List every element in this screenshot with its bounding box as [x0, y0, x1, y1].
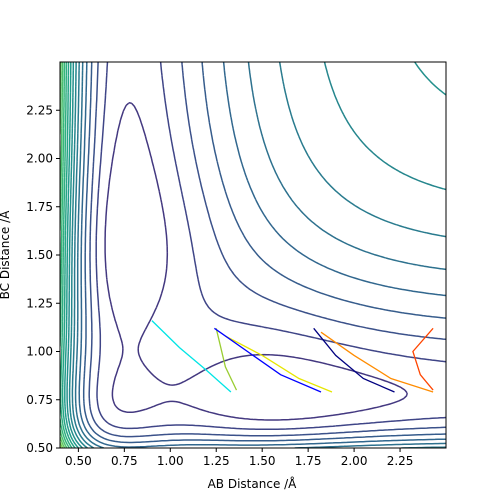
x-tick-label: 2.25	[387, 454, 414, 468]
trajectory-line	[215, 328, 238, 391]
trajectory-line	[225, 335, 333, 393]
contour-level	[82, 62, 446, 444]
trajectory-line	[313, 327, 395, 393]
contour-level	[78, 62, 446, 448]
plot-area	[60, 62, 446, 448]
y-tick-label: 2.25	[26, 103, 53, 117]
contour-level	[61, 62, 76, 448]
contour-level	[68, 62, 446, 448]
x-tick-label: 0.50	[65, 454, 92, 468]
trajectory-line	[412, 327, 434, 391]
contour-level	[88, 62, 446, 438]
trajectory-line	[320, 331, 434, 393]
y-tick-label: 2.00	[26, 152, 53, 166]
plot-frame	[59, 61, 447, 449]
x-tick-label: 1.25	[203, 454, 230, 468]
contour-level	[74, 62, 446, 448]
contour-level	[64, 62, 80, 448]
trajectory-line	[214, 327, 322, 393]
contour-level	[104, 102, 408, 421]
x-tick-label: 1.50	[249, 454, 276, 468]
contour-level	[60, 62, 73, 448]
y-tick-label: 0.50	[26, 441, 53, 455]
contour-level	[71, 62, 446, 448]
y-tick-label: 0.75	[26, 393, 53, 407]
axes: 1.00 2.00 0.50 0.75 1.25 1.50 1.75 2.25 0.50 0.75…	[26, 61, 447, 468]
y-tick-label: 1.50	[26, 248, 53, 262]
y-tick-label: 1.75	[26, 200, 53, 214]
y-tick-label: 1.25	[26, 296, 53, 310]
trajectory-line	[151, 320, 232, 393]
x-tick-label: 0.75	[111, 454, 138, 468]
x-tick-label: 1.00	[157, 454, 184, 468]
x-axis-label: AB Distance /Å	[208, 476, 298, 491]
x-tick-label: 1.75	[295, 454, 322, 468]
y-tick-label: 1.00	[26, 345, 53, 359]
x-tick-label: 2.00	[341, 454, 368, 468]
y-axis-label: BC Distance /Å	[0, 210, 12, 300]
contour-level	[66, 62, 446, 448]
contour-level	[95, 62, 446, 431]
